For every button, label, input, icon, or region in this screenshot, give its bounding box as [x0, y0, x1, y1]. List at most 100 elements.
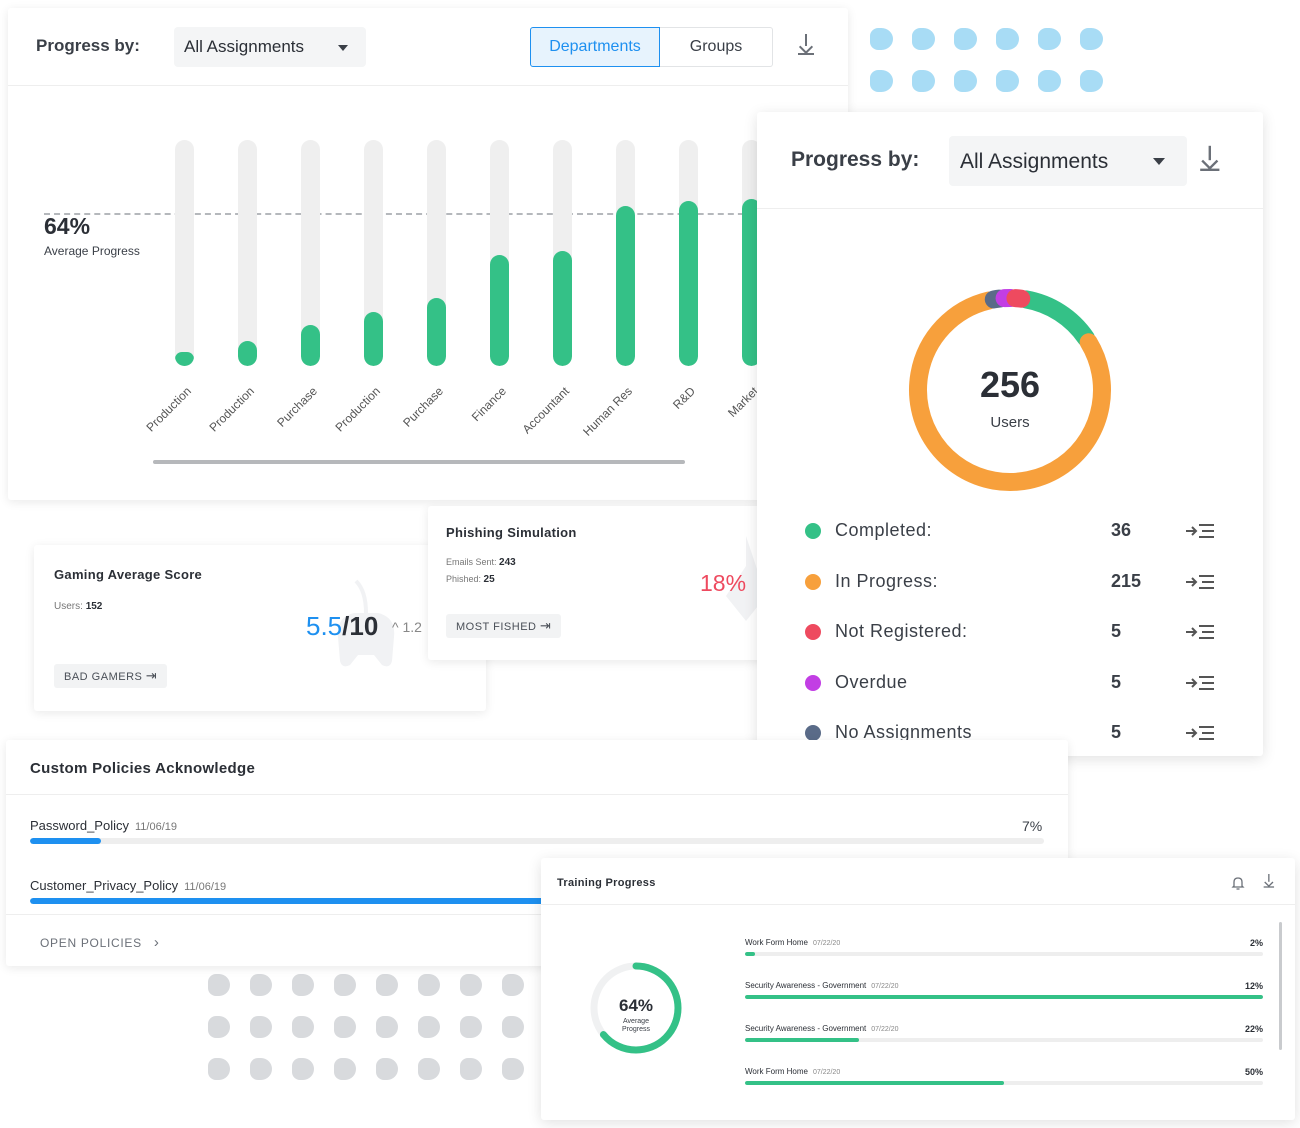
decorative-pill	[996, 70, 1019, 92]
training-row[interactable]: Work Form Home 07/22/20	[745, 938, 841, 947]
legend-label: No Assignments	[835, 722, 973, 742]
open-list-icon[interactable]	[1185, 522, 1215, 540]
legend-value: 5	[1111, 621, 1122, 641]
policies-title: Custom Policies Acknowledge	[30, 760, 256, 777]
decorative-pill	[334, 1058, 356, 1080]
most-fished-button[interactable]: MOST FISHED ⇥	[446, 614, 562, 638]
donut-segment[interactable]	[903, 283, 1116, 496]
divider	[8, 85, 848, 86]
open-list-icon[interactable]	[1185, 724, 1215, 742]
open-list-icon[interactable]	[1185, 573, 1215, 591]
decorative-pill	[376, 974, 398, 996]
phishing-simulation-card: Phishing Simulation Emails Sent: 243 Phi…	[428, 506, 774, 660]
training-percent: 50%	[1244, 1067, 1263, 1077]
decorative-pill	[250, 974, 272, 996]
bar-track	[553, 140, 572, 366]
horizontal-scrollbar[interactable]	[153, 460, 685, 464]
policy-progress-bar	[30, 838, 1044, 844]
decorative-pill	[1038, 70, 1061, 92]
training-row[interactable]: Security Awareness - Government 07/22/20	[745, 981, 899, 990]
training-progress-bar	[745, 995, 1263, 999]
download-icon[interactable]	[797, 34, 817, 56]
bar-track	[490, 140, 509, 366]
bell-icon[interactable]	[1230, 875, 1246, 891]
bar[interactable]	[679, 201, 698, 366]
gaming-delta: ^ 1.2	[392, 619, 422, 635]
decorative-pill	[292, 974, 314, 996]
training-progress-bar	[745, 952, 1263, 956]
bar[interactable]	[490, 255, 509, 366]
decorative-pill	[418, 1016, 440, 1038]
decorative-pill	[208, 1058, 230, 1080]
legend-value: 36	[1111, 520, 1132, 540]
download-icon[interactable]	[1199, 145, 1223, 172]
tab-groups[interactable]: Groups	[660, 27, 773, 67]
training-percent: 12%	[1244, 981, 1263, 991]
vertical-scrollbar[interactable]	[1279, 922, 1282, 1050]
users-donut-chart	[903, 283, 1116, 496]
divider	[541, 904, 1295, 905]
legend-label: Not Registered:	[835, 621, 968, 641]
training-progress-bar	[745, 1038, 1263, 1042]
emails-sent: Emails Sent: 243	[446, 557, 516, 568]
open-list-icon: ⇥	[540, 618, 552, 633]
decorative-pill	[460, 1058, 482, 1080]
training-title: Training Progress	[557, 877, 656, 889]
training-row[interactable]: Security Awareness - Government 07/22/20	[745, 1024, 899, 1033]
legend-label: In Progress:	[835, 570, 939, 591]
decorative-pill	[502, 974, 524, 996]
training-row[interactable]: Work Form Home 07/22/20	[745, 1067, 841, 1076]
department-progress-card: Progress by: All Assignments Departments…	[8, 8, 848, 500]
legend-dot	[805, 523, 821, 539]
average-line	[44, 213, 764, 216]
policy-row[interactable]: Password_Policy 11/06/19	[30, 818, 178, 833]
total-users-value: 256	[979, 364, 1041, 405]
bar-track	[301, 140, 320, 366]
users-progress-card: Progress by: All Assignments 256 Users C…	[757, 112, 1263, 756]
decorative-pill	[292, 1016, 314, 1038]
bar-track	[427, 140, 446, 366]
bar[interactable]	[427, 298, 446, 366]
divider	[757, 208, 1263, 209]
open-policies-button[interactable]: OPEN POLICIES ›	[40, 934, 160, 951]
training-avg-label: Average Progress	[621, 1018, 650, 1033]
legend-value: 5	[1111, 722, 1122, 742]
gaming-score-card: Gaming Average Score Users: 152 5.5/10 ^…	[34, 545, 486, 711]
decorative-pill	[870, 28, 893, 50]
legend-row: Overdue 5	[805, 668, 1225, 698]
bad-gamers-button[interactable]: BAD GAMERS ⇥	[54, 664, 168, 688]
assignments-select[interactable]: All Assignments	[174, 27, 366, 67]
decorative-pill	[954, 70, 977, 92]
download-icon[interactable]	[1263, 874, 1276, 888]
bar[interactable]	[238, 341, 257, 366]
custom-policies-card: Custom Policies Acknowledge Password_Pol…	[6, 740, 1068, 966]
decorative-pill	[376, 1016, 398, 1038]
phishing-title: Phishing Simulation	[446, 525, 577, 540]
bar[interactable]	[742, 198, 761, 366]
decorative-pill	[460, 974, 482, 996]
gamepad-icon	[337, 579, 395, 667]
assignments-select[interactable]: All Assignments	[949, 136, 1187, 186]
open-list-icon[interactable]	[1185, 623, 1215, 641]
bar[interactable]	[553, 250, 572, 366]
bar[interactable]	[175, 352, 194, 366]
donut-segment	[590, 962, 682, 1054]
decorative-pill	[912, 70, 935, 92]
legend-dot	[805, 624, 821, 640]
bar[interactable]	[364, 311, 383, 366]
decorative-pill	[1080, 28, 1103, 50]
legend-value: 215	[1111, 570, 1142, 591]
decorative-pill	[208, 1016, 230, 1038]
decorative-pill	[502, 1058, 524, 1080]
bar-track	[742, 140, 761, 366]
bar[interactable]	[301, 325, 320, 366]
assignments-select-value: All Assignments	[184, 37, 304, 56]
legend-row: Completed: 36	[805, 516, 1225, 546]
bar[interactable]	[616, 205, 635, 366]
tab-departments[interactable]: Departments	[530, 27, 660, 67]
hook-icon	[726, 536, 766, 621]
open-list-icon[interactable]	[1185, 674, 1215, 692]
donut-segment[interactable]	[903, 283, 1116, 496]
policy-row[interactable]: Customer_Privacy_Policy 11/06/19	[30, 878, 227, 893]
gaming-users: Users: 152	[54, 601, 103, 612]
